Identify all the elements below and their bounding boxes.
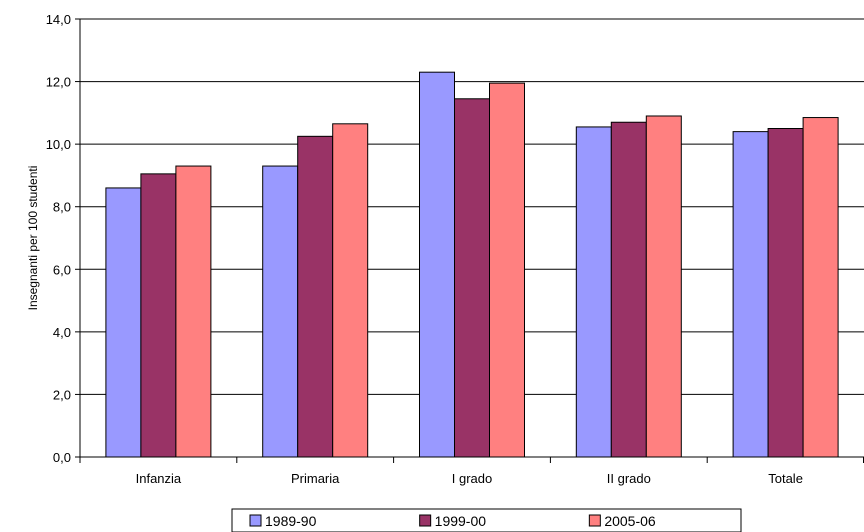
bar — [297, 135, 334, 458]
bar — [802, 117, 839, 458]
legend-swatch — [588, 514, 601, 527]
legend-label: 1999-00 — [435, 513, 487, 529]
y-tick-label: 0,0 — [53, 450, 71, 465]
legend: 1989-90 1999-00 2005-06 — [231, 508, 742, 532]
legend-swatch — [249, 514, 262, 527]
bar — [610, 121, 647, 458]
x-tick-label: Infanzia — [136, 471, 182, 486]
y-tick-label: 12,0 — [46, 75, 71, 90]
y-axis-label: Insegnanti per 100 studenti — [26, 166, 40, 311]
x-tick-label: II grado — [607, 471, 651, 486]
legend-label: 1989-90 — [265, 513, 317, 529]
y-tick-label: 14,0 — [46, 12, 71, 27]
legend-swatch — [419, 514, 432, 527]
x-tick-labels: Infanzia Primaria I grado II grado Totale — [136, 471, 803, 486]
y-tick-label: 10,0 — [46, 137, 71, 152]
y-tick-label: 4,0 — [53, 325, 71, 340]
bar — [262, 165, 299, 458]
x-tick-label: Primaria — [291, 471, 340, 486]
legend-label: 2005-06 — [604, 513, 656, 529]
bar — [767, 128, 804, 458]
bar — [140, 173, 177, 458]
legend-box — [231, 508, 742, 532]
bar — [332, 123, 369, 458]
x-tick-label: I grado — [452, 471, 492, 486]
x-tick-label: Totale — [768, 471, 803, 486]
y-tick-label: 8,0 — [53, 200, 71, 215]
y-tick-labels: 0,0 2,0 4,0 6,0 8,0 10,0 12,0 14,0 — [46, 12, 71, 465]
axes — [75, 18, 864, 463]
bar — [575, 126, 612, 458]
bars — [105, 71, 839, 458]
bar — [732, 131, 769, 458]
bar — [175, 165, 212, 458]
y-tick-label: 6,0 — [53, 262, 71, 277]
y-tick-label: 2,0 — [53, 387, 71, 402]
bar — [645, 115, 682, 458]
bar — [419, 71, 455, 458]
bar — [454, 98, 490, 458]
bar — [105, 187, 142, 458]
bar — [489, 82, 525, 458]
